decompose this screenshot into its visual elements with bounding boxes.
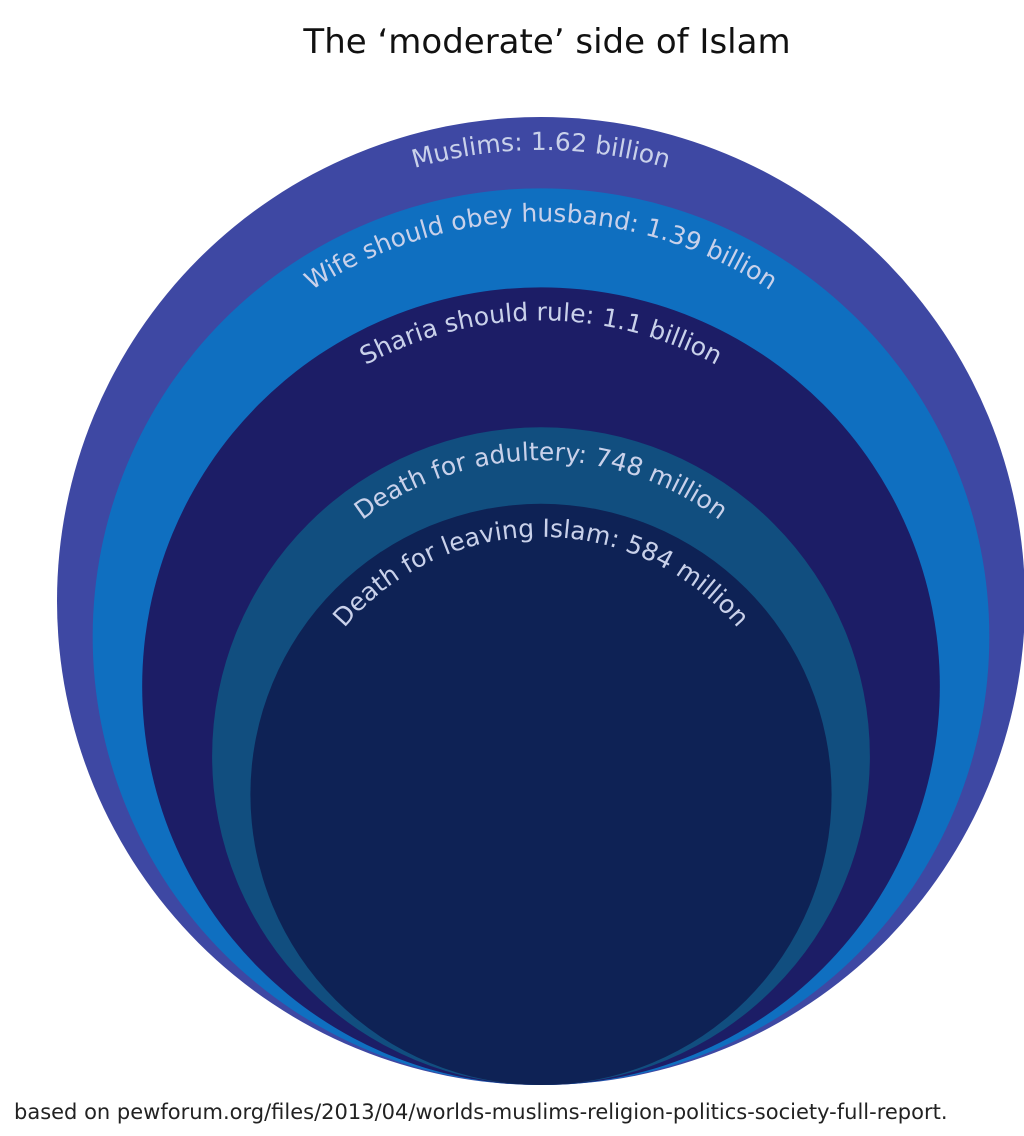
circle-layer (57, 117, 1024, 1086)
source-note: based on pewforum.org/files/2013/04/worl… (14, 1100, 948, 1124)
chart-title: The ‘moderate’ side of Islam (303, 22, 791, 62)
circle-5 (250, 503, 832, 1085)
